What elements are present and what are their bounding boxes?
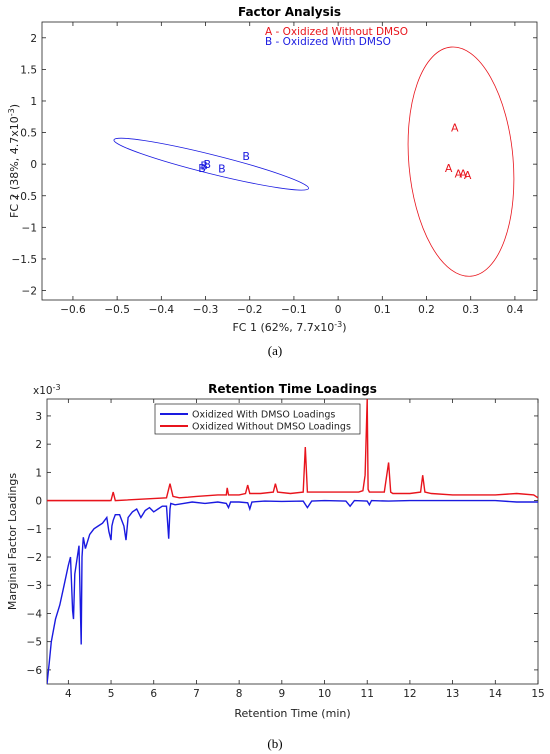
fa-x-tick-label: −0.1 [281, 304, 307, 316]
fa-point-A: A [464, 169, 472, 182]
rt-y-axis-label: Marginal Factor Loadings [6, 473, 19, 610]
fa-y-axis-label: FC 2 (38%, 4.7x10-3) [7, 104, 21, 218]
fa-x-tick-label: 0.2 [418, 304, 435, 316]
fa-point-B: B [204, 158, 212, 171]
fa-x-tick-label: −0.6 [60, 304, 86, 316]
rt-y-tick-label: −6 [27, 665, 43, 677]
fa-y-tick-label: −2 [22, 286, 37, 298]
fa-confidence-ellipse-A [407, 46, 515, 277]
rt-x-tick-label: 6 [150, 688, 157, 700]
rt-x-axis-label: Retention Time (min) [234, 707, 350, 720]
fa-x-tick-label: −0.3 [193, 304, 219, 316]
fa-legend-entry: A - Oxidized Without DMSO [265, 26, 408, 38]
rt-y-tick-label: 0 [35, 496, 42, 508]
fa-y-tick-label: −1 [22, 222, 37, 234]
rt-y-tick-label: −4 [27, 608, 43, 620]
fa-point-A: A [455, 168, 463, 181]
fa-x-tick-label: 0.3 [462, 304, 479, 316]
fa-point-A: A [445, 162, 453, 175]
rt-y-tick-label: −5 [27, 637, 42, 649]
fa-point-B: B [242, 150, 250, 163]
fa-point-A: A [451, 122, 459, 135]
rt-x-tick-label: 8 [236, 688, 243, 700]
rt-axes-box [46, 398, 539, 685]
fa-y-tick-label: −1.5 [12, 254, 38, 266]
caption-b: (b) [267, 736, 283, 751]
rt-x-tick-label: 9 [278, 688, 285, 700]
rt-x-tick-label: 11 [361, 688, 374, 700]
fa-y-tick-label: 2 [30, 33, 37, 45]
fa-x-tick-label: 0.4 [507, 304, 524, 316]
fa-point-B: B [198, 162, 206, 175]
fa-x-tick-label: −0.2 [237, 304, 263, 316]
rt-legend-entry: Oxidized With DMSO Loadings [192, 410, 335, 421]
fa-y-tick-label: 1 [30, 96, 37, 108]
fa-y-tick-label: 0 [30, 159, 37, 171]
rt-legend-box [154, 403, 361, 435]
retention-title: Retention Time Loadings [208, 382, 377, 396]
rt-y-tick-label: 1 [35, 467, 42, 479]
factor-analysis-chart: Factor Analysis −0.6 −0.5 −0.4 −0.3 −0.2 −0.1 0… [7, 5, 538, 334]
rt-x-tick-label: 5 [108, 688, 115, 700]
fa-point-B: B [200, 159, 208, 172]
rt-series-line-1 [47, 399, 538, 502]
fa-y-tick-label: −0.5 [12, 191, 38, 203]
fa-y-tick-label: 0.5 [20, 128, 37, 140]
rt-x-tick-label: 14 [489, 688, 503, 700]
rt-x-tick-label: 7 [193, 688, 200, 700]
fa-y-tick-label: 1.5 [20, 64, 37, 76]
fa-point-A: A [459, 168, 467, 181]
rt-x-tick-label: 15 [531, 688, 544, 700]
rt-y-tick-label: −2 [27, 552, 42, 564]
rt-y-tick-label: −3 [27, 580, 42, 592]
rt-scale-factor: x10-3 [33, 383, 61, 397]
rt-series-line-0 [47, 499, 538, 684]
fa-x-tick-label: 0.1 [374, 304, 391, 316]
fa-legend-entry: B - Oxidized With DMSO [265, 36, 391, 48]
rt-y-tick-label: −1 [27, 524, 42, 536]
rt-x-tick-label: 4 [65, 688, 72, 700]
rt-legend-entry: Oxidized Without DMSO Loadings [192, 422, 351, 433]
rt-x-tick-label: 12 [403, 688, 416, 700]
rt-y-tick-label: 2 [35, 439, 42, 451]
fa-axes-box [41, 21, 538, 301]
factor-analysis-title: Factor Analysis [238, 5, 341, 19]
fa-point-B: B [218, 163, 226, 176]
fa-x-tick-label: −0.4 [149, 304, 175, 316]
caption-a: (a) [267, 343, 283, 358]
rt-x-tick-label: 10 [318, 688, 331, 700]
rt-x-tick-label: 13 [446, 688, 459, 700]
rt-y-tick-label: 3 [35, 411, 42, 423]
fa-x-tick-label: −0.5 [104, 304, 130, 316]
fa-x-tick-label: 0 [335, 304, 342, 316]
fa-confidence-ellipse-B [113, 137, 310, 191]
fa-x-axis-label: FC 1 (62%, 7.7x10-3) [232, 320, 346, 334]
